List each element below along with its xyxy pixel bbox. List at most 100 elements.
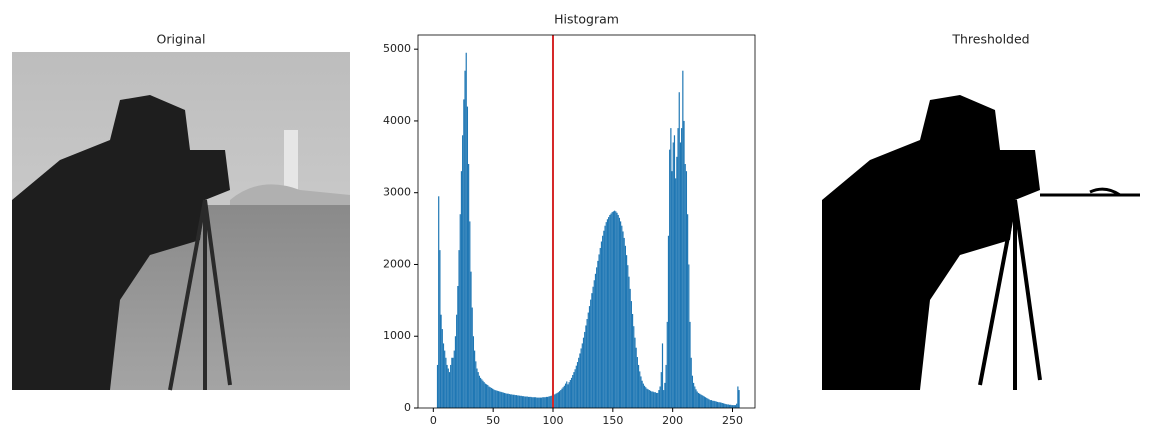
bar [635, 347, 637, 408]
bar [586, 319, 588, 408]
bar [515, 395, 518, 408]
bar [679, 142, 682, 408]
bar [483, 382, 485, 408]
bar [625, 255, 628, 408]
bar [438, 196, 440, 408]
bar [600, 241, 603, 408]
bar [658, 390, 660, 408]
bar [562, 387, 564, 408]
bar [482, 380, 484, 408]
bar [444, 350, 446, 408]
bar [669, 149, 671, 408]
bar [454, 336, 457, 408]
bar [614, 210, 616, 408]
bar [547, 396, 549, 408]
bar [453, 350, 455, 408]
bar [494, 390, 496, 408]
bar [641, 380, 643, 408]
panel-title: Original [157, 32, 206, 47]
bar [630, 301, 632, 408]
bar [646, 388, 648, 408]
bar [690, 357, 692, 408]
bar [581, 343, 583, 408]
bar [572, 374, 574, 408]
bar [469, 221, 471, 408]
bar [487, 385, 489, 408]
bar [610, 213, 612, 408]
bar [445, 357, 447, 408]
x-tick-label: 200 [662, 414, 683, 427]
bar [731, 405, 733, 408]
y-tick-label: 0 [404, 401, 411, 414]
cameraman [12, 95, 230, 390]
bar [541, 397, 543, 408]
bar [623, 237, 625, 408]
x-tick-label: 150 [602, 414, 623, 427]
bar [527, 396, 530, 408]
bar [520, 395, 522, 408]
horizon [1040, 187, 1140, 197]
bar [456, 314, 458, 408]
bar [538, 397, 540, 408]
bar [594, 273, 597, 408]
bar [508, 394, 510, 408]
bar [611, 212, 613, 408]
bar [624, 245, 626, 408]
bar [497, 391, 500, 408]
bar [533, 397, 536, 408]
building [284, 130, 298, 200]
bar [479, 377, 482, 408]
bar [724, 403, 726, 408]
bar [568, 382, 570, 408]
axes-frame [417, 34, 756, 409]
bar [715, 401, 717, 408]
bar [505, 393, 507, 408]
bar [472, 336, 475, 408]
bar [627, 265, 629, 408]
bar [495, 390, 497, 408]
bar [525, 396, 527, 408]
bar [463, 99, 465, 408]
bar [695, 389, 697, 408]
bar [706, 397, 708, 408]
bar [592, 286, 594, 408]
bar [477, 372, 479, 408]
bar [672, 142, 674, 408]
bar [585, 325, 587, 408]
bar [475, 361, 477, 408]
bar [713, 400, 715, 408]
bar [714, 401, 716, 408]
bar [709, 400, 711, 408]
bar [631, 313, 634, 408]
bar [643, 385, 646, 408]
bar [535, 397, 537, 408]
bar [468, 163, 470, 408]
bar [605, 222, 607, 408]
tripod [978, 199, 1042, 390]
bar [596, 267, 598, 408]
bar [587, 312, 589, 408]
bar [490, 387, 492, 408]
y-tick-label: 1000 [383, 329, 411, 342]
bar [588, 306, 591, 408]
bar [696, 391, 698, 408]
bar [676, 156, 678, 408]
bar [569, 380, 571, 408]
bar [622, 231, 624, 408]
bar [531, 397, 533, 408]
bar [518, 395, 520, 408]
bar [618, 217, 621, 408]
bar [734, 405, 737, 408]
bar [450, 364, 452, 408]
bar [733, 405, 735, 408]
bar [485, 384, 488, 408]
bar [590, 299, 592, 408]
bar [580, 348, 582, 408]
bar [545, 396, 548, 408]
bar [726, 404, 728, 408]
bar [671, 171, 673, 408]
bar [446, 364, 448, 408]
bar [675, 178, 677, 408]
x-tick-label: 100 [542, 414, 563, 427]
